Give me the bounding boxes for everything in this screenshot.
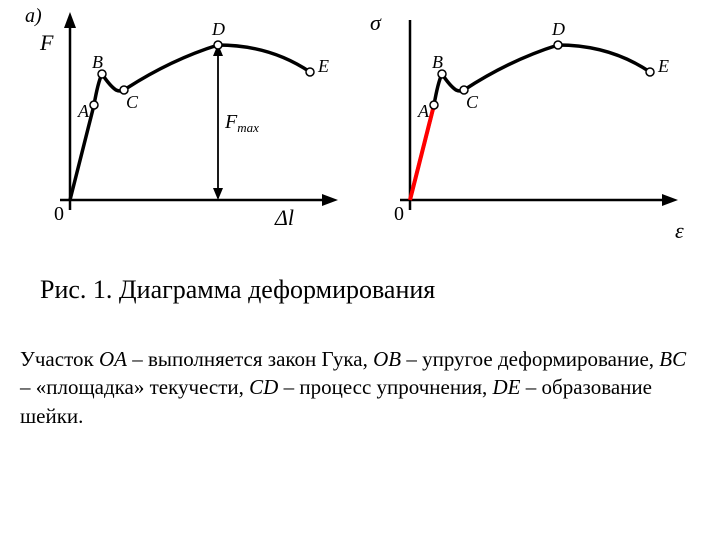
page: a) Fmax xyxy=(0,0,720,540)
origin-label-right: 0 xyxy=(394,203,404,225)
left-plot: a) Fmax xyxy=(20,0,360,255)
desc-text-3: – упругое деформирование, xyxy=(401,347,659,371)
stress-strain-curve-left xyxy=(70,45,310,200)
label-C-right: C xyxy=(466,92,479,112)
desc-seg-bc: BC xyxy=(659,347,686,371)
label-A-right: A xyxy=(417,101,430,121)
desc-seg-ob: OB xyxy=(373,347,401,371)
label-D-right: D xyxy=(551,19,565,39)
origin-label-left: 0 xyxy=(54,203,64,225)
label-D-left: D xyxy=(211,19,225,39)
y-axis-arrow xyxy=(64,12,76,28)
right-plot-svg: σ A B C D xyxy=(360,0,700,250)
desc-text-1: Участок xyxy=(20,347,99,371)
label-A-left: A xyxy=(77,101,90,121)
desc-seg-oa: OA xyxy=(99,347,127,371)
left-plot-svg: a) Fmax xyxy=(20,0,360,250)
y-axis-label-right: σ xyxy=(370,10,382,35)
point-E-left xyxy=(306,68,314,76)
point-A-left xyxy=(90,101,98,109)
point-D-right xyxy=(554,41,562,49)
x-axis-arrow-right xyxy=(662,194,678,206)
right-plot: σ A B C D xyxy=(360,0,700,255)
x-axis-arrow xyxy=(322,194,338,206)
point-D-left xyxy=(214,41,222,49)
desc-text-2: – выполняется закон Гука, xyxy=(127,347,373,371)
label-C-left: C xyxy=(126,92,139,112)
stress-strain-curve-right xyxy=(410,45,650,200)
desc-text-5: – процесс упрочнения, xyxy=(278,375,492,399)
point-E-right xyxy=(646,68,654,76)
desc-seg-cd: CD xyxy=(249,375,278,399)
label-E-right: E xyxy=(657,56,669,76)
desc-text-4: – «площадка» текучести, xyxy=(20,375,249,399)
x-axis-label-right: ε xyxy=(675,218,684,243)
figure-caption: Рис. 1. Диаграмма деформирования xyxy=(0,255,720,305)
label-B-left: B xyxy=(92,52,103,72)
x-axis-label-left: Δl xyxy=(274,205,294,230)
figure-description: Участок OA – выполняется закон Гука, OB … xyxy=(0,305,720,430)
diagram-row: a) Fmax xyxy=(0,0,720,255)
point-A-right xyxy=(430,101,438,109)
fmax-label: Fmax xyxy=(224,111,259,135)
fmax-arrow-bottom xyxy=(213,188,223,200)
panel-label-a: a) xyxy=(25,5,42,27)
y-axis-label-left: F xyxy=(39,30,54,55)
label-B-right: B xyxy=(432,52,443,72)
desc-seg-de: DE xyxy=(493,375,521,399)
label-E-left: E xyxy=(317,56,329,76)
